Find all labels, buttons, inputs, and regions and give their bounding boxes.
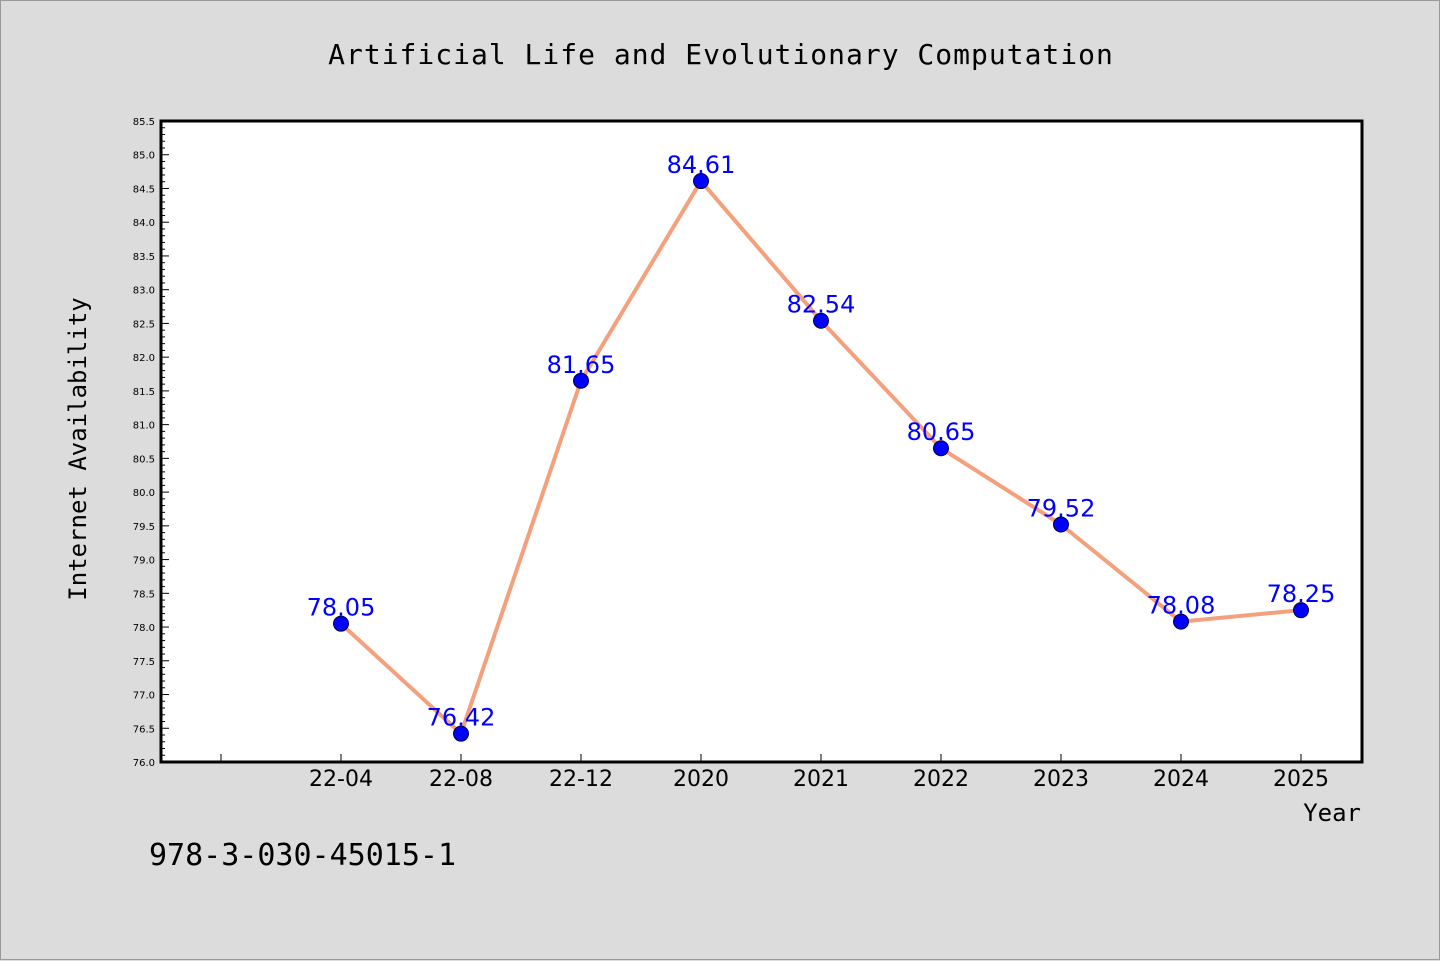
y-tick-label: 83.5: [133, 252, 155, 263]
y-tick-label: 79.5: [133, 522, 155, 533]
y-tick-label: 79.0: [133, 556, 155, 567]
footnote-isbn: 978-3-030-45015-1: [149, 838, 456, 873]
y-tick-label: 85.5: [133, 117, 155, 128]
y-tick-label: 78.5: [133, 589, 155, 600]
y-tick-label: 82.5: [133, 319, 155, 330]
x-axis-label: Year: [1303, 799, 1361, 827]
x-tick-label: 2020: [673, 767, 729, 792]
x-tick-label: 2022: [913, 767, 969, 792]
data-label: 76.42: [427, 704, 496, 732]
x-tick-label: 2021: [793, 767, 849, 792]
data-label: 78.05: [307, 594, 376, 622]
data-point: [693, 173, 709, 190]
y-axis: 76.0 76.5 77.0 77.5 78.0 78.5 79.0 79.5 80.0 80.5…: [133, 117, 169, 769]
plot-area: [159, 119, 1364, 764]
x-tick-label: 22-08: [429, 767, 493, 792]
y-tick-label: 80.5: [133, 454, 155, 465]
data-label: 82.54: [787, 291, 856, 319]
series-markers: [333, 173, 1309, 742]
data-point: [1053, 516, 1069, 533]
y-tick-label: 80.0: [133, 488, 155, 499]
data-point: [933, 440, 949, 457]
y-tick-label: 84.0: [133, 218, 155, 229]
x-axis: 22-04 22-08 22-12 2020 2021 2022 2023 2024 2025: [220, 754, 1329, 792]
data-point: [813, 312, 829, 329]
data-label: 80.65: [907, 418, 976, 446]
data-label: 84.61: [667, 151, 736, 179]
y-tick-label: 83.0: [133, 286, 155, 297]
x-tick-label: 22-04: [309, 767, 373, 792]
data-point: [573, 372, 589, 389]
data-point: [1293, 602, 1309, 619]
y-tick-label: 77.0: [133, 691, 155, 702]
y-tick-label: 81.0: [133, 421, 155, 432]
y-tick-label: 85.0: [133, 151, 155, 162]
data-label: 81.65: [547, 351, 616, 379]
chart-title: Artificial Life and Evolutionary Computa…: [328, 38, 1114, 71]
data-point: [333, 615, 349, 632]
data-point: [1173, 613, 1189, 630]
y-tick-label: 84.5: [133, 184, 155, 195]
data-label: 79.52: [1027, 494, 1096, 522]
x-tick-label: 22-12: [549, 767, 613, 792]
data-label: 78.08: [1147, 592, 1216, 620]
x-tick-label: 2023: [1033, 767, 1089, 792]
y-tick-label: 76.0: [133, 758, 155, 769]
x-tick-label: 2025: [1273, 767, 1329, 792]
y-tick-label: 76.5: [133, 724, 155, 735]
data-point: [453, 725, 469, 742]
y-tick-label: 78.0: [133, 623, 155, 634]
x-tick-label: 2024: [1153, 767, 1209, 792]
y-tick-label: 77.5: [133, 657, 155, 668]
y-axis-label: Internet Availability: [64, 297, 92, 600]
y-tick-label: 82.0: [133, 353, 155, 364]
data-label: 78.25: [1267, 580, 1336, 608]
y-tick-label: 81.5: [133, 387, 155, 398]
data-labels: 78.05 76.42 81.65 84.61 82.54 80.65 79.52 78.08…: [307, 151, 1336, 732]
